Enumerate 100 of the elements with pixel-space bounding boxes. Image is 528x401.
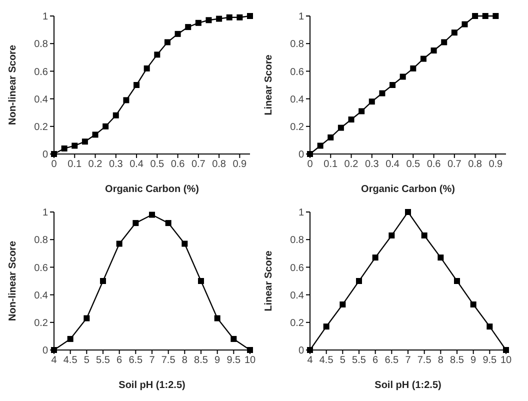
x-tick-label: 7.5 [161,355,176,366]
point [340,301,346,308]
point [454,278,460,284]
point [149,212,155,218]
point [372,254,378,261]
point [486,324,493,330]
y-tick-label: 0 [42,150,48,161]
x-tick-label: 0.7 [447,159,462,170]
point [379,90,386,96]
x-tick-label: 7 [149,355,156,366]
x-tick-label: 0.4 [386,159,400,170]
y-tick-label: 0 [298,150,304,161]
y-tick-label: 1 [42,12,48,23]
y-tick-label: 0.8 [290,39,304,50]
y-tick-label: 0 [42,346,48,357]
point [247,13,253,19]
point [230,336,237,342]
point [61,145,68,152]
x-tick-label: 0.2 [344,159,359,170]
x-tick-label: 6.5 [384,355,400,366]
y-axis-title: Non-linear Score [8,240,19,322]
x-tick-label: 0.3 [364,159,380,170]
y-tick-label: 0.4 [34,94,48,106]
x-tick-label: 9 [214,355,221,366]
x-tick-label: 0.2 [88,159,103,170]
x-tick-label: 5 [84,355,90,366]
point [492,13,499,19]
x-tick-label: 0.8 [468,159,482,170]
x-axis-title: Soil pH (1:2.5) [374,380,442,391]
y-tick-label: 1 [298,208,304,219]
point [358,108,365,114]
point [116,240,122,247]
point [236,14,243,20]
point [82,138,88,145]
y-axis-title: Linear Score [264,250,275,312]
x-tick-label: 6 [116,355,123,366]
point [195,20,202,26]
x-tick-label: 6 [372,355,379,366]
y-tick-label: 0.4 [290,290,304,302]
point [400,74,406,80]
y-tick-label: 0.4 [290,94,304,106]
y-tick-label: 0.2 [290,318,304,329]
x-tick-label: 8.5 [450,355,464,366]
x-tick-label: 8 [182,355,188,366]
point [421,232,428,238]
point [388,232,395,238]
point [462,21,468,28]
point [368,98,375,105]
x-tick-label: 6.5 [128,355,144,366]
point [328,134,334,140]
point [102,123,109,130]
y-tick-label: 1 [42,208,48,219]
y-axis-title: Linear Score [264,54,275,116]
x-tick-label: 0.6 [426,159,442,170]
point [100,278,106,284]
point [112,112,119,118]
x-tick-label: 5 [340,355,346,366]
point [338,124,344,131]
point [165,220,172,226]
x-tick-label: 8.5 [194,355,208,366]
point [323,324,330,330]
y-tick-label: 0.2 [34,122,48,133]
y-tick-label: 0.6 [290,262,304,274]
x-tick-label: 5.5 [352,355,366,366]
x-tick-label: 0.9 [488,159,504,170]
x-tick-label: 0 [307,159,314,170]
x-tick-label: 0.3 [108,159,124,170]
y-tick-label: 0.2 [290,122,304,133]
point [182,240,188,247]
x-tick-label: 7 [405,355,412,366]
point [154,52,160,58]
point [134,82,140,88]
x-tick-label: 4 [307,355,314,366]
point [410,65,416,72]
y-tick-label: 0.8 [34,235,48,246]
point [164,39,170,46]
x-tick-label: 0.7 [191,159,206,170]
y-tick-label: 0 [298,346,304,357]
point [185,24,192,30]
x-tick-label: 10 [244,355,256,366]
x-tick-label: 0 [51,159,58,170]
point [92,132,98,138]
y-tick-label: 0.4 [34,290,48,302]
x-tick-label: 4.5 [319,355,334,366]
x-tick-label: 9.5 [482,355,498,366]
point [472,13,478,19]
y-tick-label: 1 [298,12,304,23]
point [198,278,204,284]
point [206,17,212,24]
x-tick-label: 10 [500,355,512,366]
x-tick-label: 9.5 [226,355,242,366]
y-axis-title: Non-linear Score [8,44,19,126]
point [317,142,324,149]
x-tick-label: 0.1 [324,159,338,170]
x-tick-label: 0.8 [212,159,226,170]
x-tick-label: 7.5 [417,355,432,366]
point [226,14,232,20]
x-tick-label: 8 [438,355,444,366]
point [356,278,362,284]
y-tick-label: 0.6 [34,262,48,274]
